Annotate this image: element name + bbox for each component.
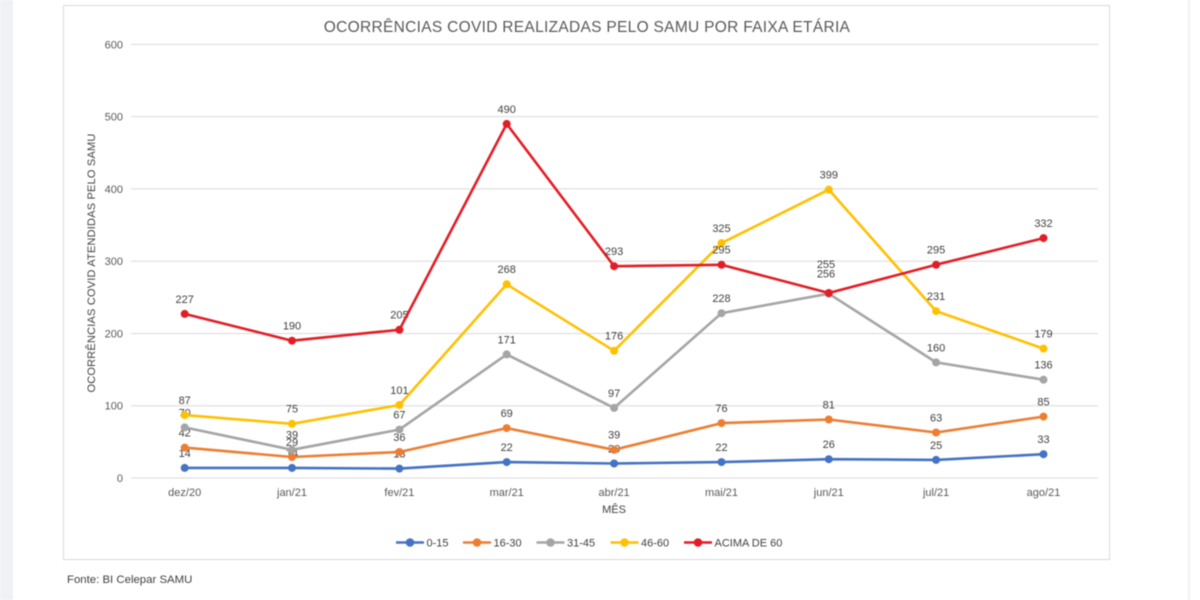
svg-text:OCORRÊNCIAS COVID ATENDIDAS PE: OCORRÊNCIAS COVID ATENDIDAS PELO SAMU [85, 133, 98, 392]
svg-text:171: 171 [498, 334, 516, 346]
svg-text:31-45: 31-45 [567, 538, 595, 550]
svg-text:293: 293 [605, 246, 623, 258]
svg-text:332: 332 [1034, 218, 1052, 230]
svg-text:mai/21: mai/21 [705, 487, 738, 499]
svg-text:231: 231 [927, 291, 945, 303]
svg-text:500: 500 [105, 112, 123, 124]
svg-text:63: 63 [930, 412, 942, 424]
svg-text:87: 87 [179, 395, 191, 407]
svg-text:jan/21: jan/21 [276, 487, 307, 499]
svg-text:Fonte: BI Celepar SAMU: Fonte: BI Celepar SAMU [67, 574, 192, 586]
svg-text:325: 325 [712, 223, 730, 235]
svg-text:42: 42 [179, 428, 191, 440]
svg-text:85: 85 [1037, 397, 1049, 409]
svg-text:14: 14 [179, 448, 191, 460]
svg-text:abr/21: abr/21 [598, 487, 629, 499]
svg-text:295: 295 [712, 245, 730, 257]
svg-text:ago/21: ago/21 [1027, 487, 1061, 499]
svg-text:OCORRÊNCIAS COVID REALIZADAS P: OCORRÊNCIAS COVID REALIZADAS PELO SAMU P… [324, 19, 851, 36]
svg-text:190: 190 [283, 321, 301, 333]
svg-text:256: 256 [817, 268, 835, 280]
svg-text:MÊS: MÊS [602, 503, 626, 516]
svg-text:22: 22 [501, 442, 513, 454]
svg-text:97: 97 [608, 388, 620, 400]
svg-text:67: 67 [393, 410, 405, 422]
svg-text:160: 160 [927, 342, 945, 354]
svg-text:16-30: 16-30 [494, 538, 522, 550]
svg-text:136: 136 [1034, 360, 1052, 372]
svg-text:101: 101 [390, 385, 408, 397]
svg-text:ACIMA DE 60: ACIMA DE 60 [715, 538, 783, 550]
svg-text:36: 36 [393, 432, 405, 444]
svg-text:jun/21: jun/21 [813, 487, 844, 499]
svg-text:46-60: 46-60 [641, 538, 669, 550]
svg-text:mar/21: mar/21 [490, 487, 524, 499]
svg-text:39: 39 [286, 430, 298, 442]
svg-text:69: 69 [501, 408, 513, 420]
svg-text:76: 76 [715, 403, 727, 415]
svg-text:26: 26 [823, 439, 835, 451]
svg-text:22: 22 [715, 442, 727, 454]
svg-text:400: 400 [105, 184, 123, 196]
svg-text:39: 39 [608, 430, 620, 442]
svg-text:399: 399 [820, 170, 838, 182]
svg-text:dez/20: dez/20 [168, 487, 201, 499]
svg-text:227: 227 [176, 294, 194, 306]
svg-text:490: 490 [498, 104, 516, 116]
svg-text:300: 300 [105, 256, 123, 268]
svg-text:228: 228 [712, 293, 730, 305]
svg-text:81: 81 [823, 399, 835, 411]
svg-text:fev/21: fev/21 [384, 487, 414, 499]
svg-text:200: 200 [105, 329, 123, 341]
svg-text:jul/21: jul/21 [922, 487, 949, 499]
svg-text:600: 600 [105, 39, 123, 51]
svg-text:100: 100 [105, 401, 123, 413]
svg-text:75: 75 [286, 404, 298, 416]
svg-text:0-15: 0-15 [427, 538, 449, 550]
svg-text:0: 0 [117, 473, 123, 485]
svg-text:29: 29 [286, 437, 298, 449]
svg-text:25: 25 [930, 440, 942, 452]
svg-text:268: 268 [498, 264, 516, 276]
svg-text:176: 176 [605, 331, 623, 343]
svg-text:295: 295 [927, 245, 945, 257]
svg-text:33: 33 [1037, 434, 1049, 446]
svg-text:179: 179 [1034, 329, 1052, 341]
svg-text:255: 255 [817, 259, 835, 271]
